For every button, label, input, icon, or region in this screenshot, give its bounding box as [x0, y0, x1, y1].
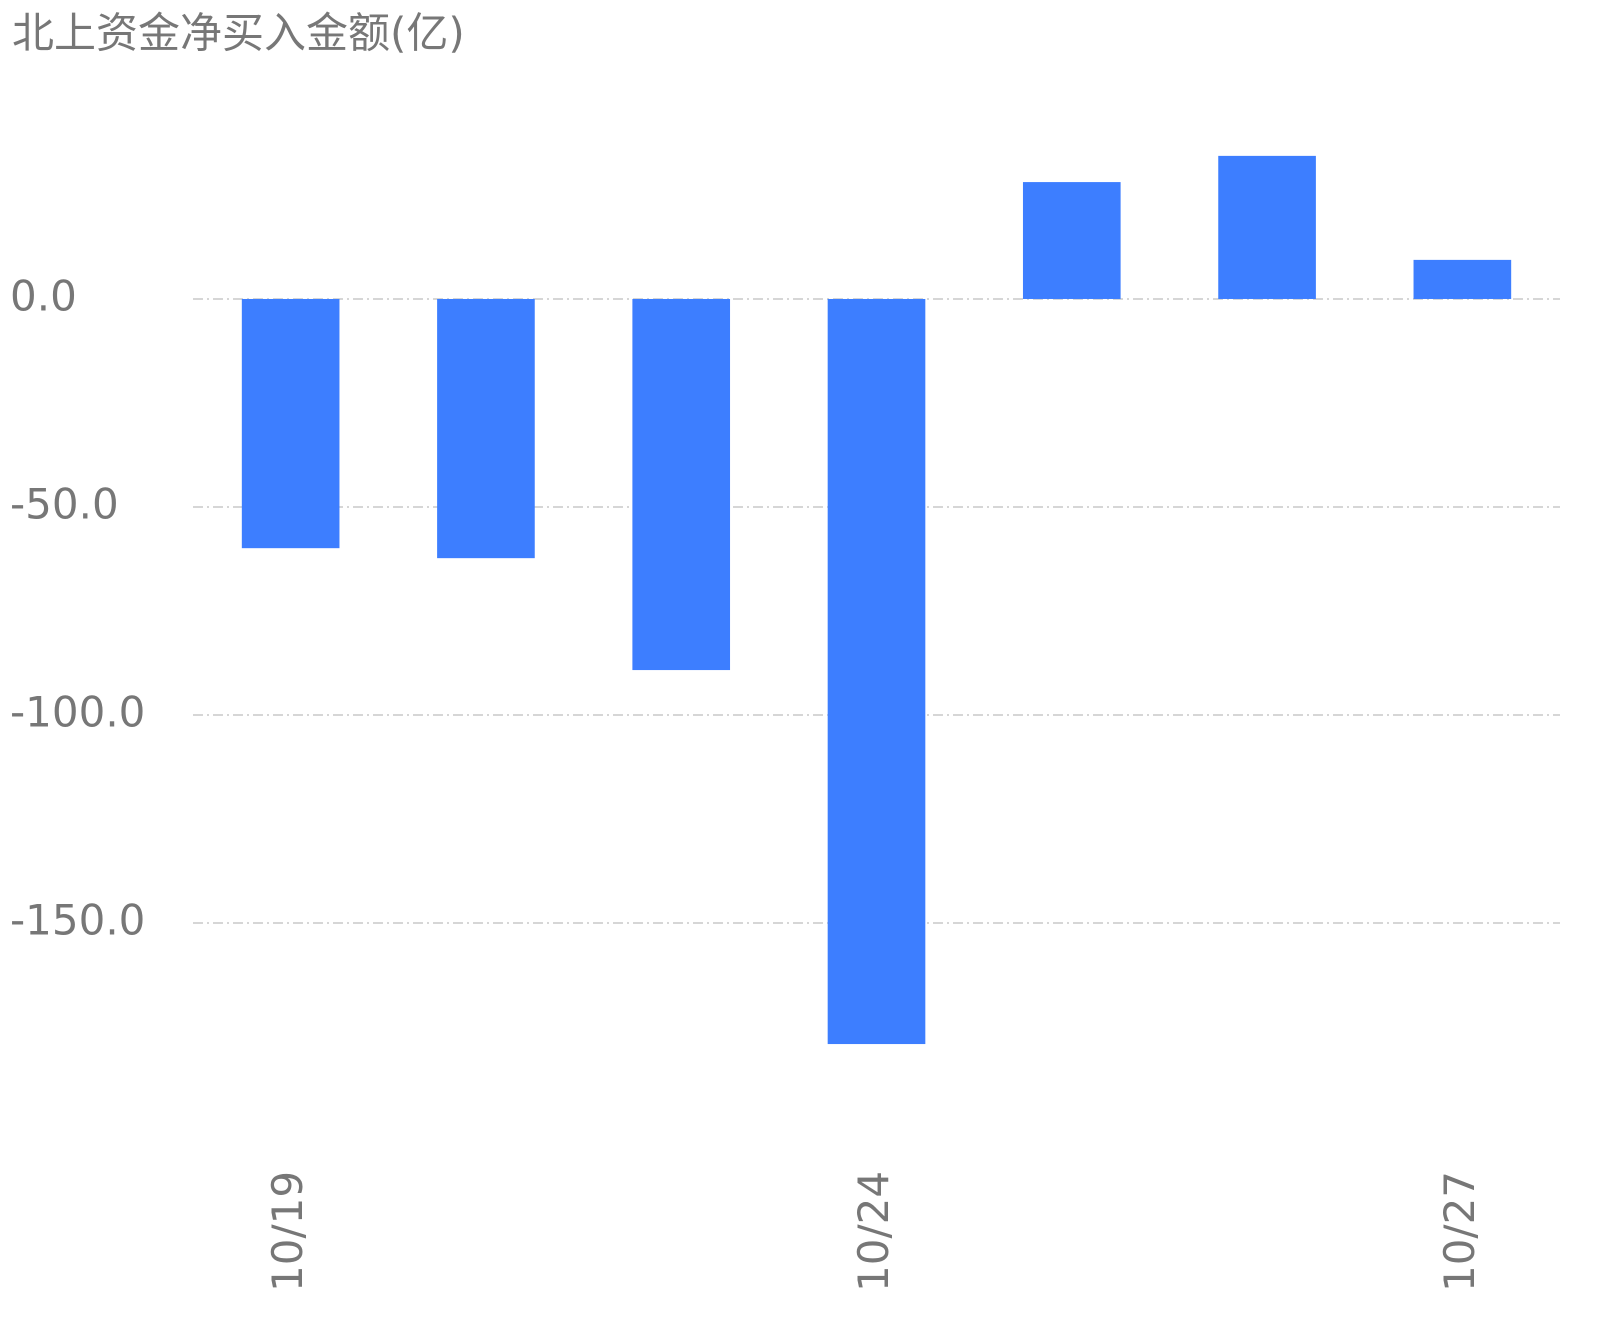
bar — [1022, 182, 1121, 299]
x-tick-label: 10/27 — [1435, 1171, 1484, 1292]
bar — [437, 298, 535, 559]
y-tick-label: -100.0 — [10, 687, 145, 736]
bar — [632, 298, 731, 671]
bar — [1218, 155, 1316, 299]
y-tick-label: 0.0 — [10, 271, 77, 320]
bar — [827, 298, 926, 1045]
x-tick-label: 10/19 — [263, 1171, 312, 1292]
chart-title: 北上资金净买入金额(亿) — [12, 9, 465, 58]
y-tick-label: -50.0 — [10, 479, 119, 528]
bar — [1413, 259, 1512, 299]
y-tick-label: -150.0 — [10, 895, 145, 944]
x-tick-label: 10/24 — [849, 1171, 898, 1292]
bar — [241, 298, 340, 549]
